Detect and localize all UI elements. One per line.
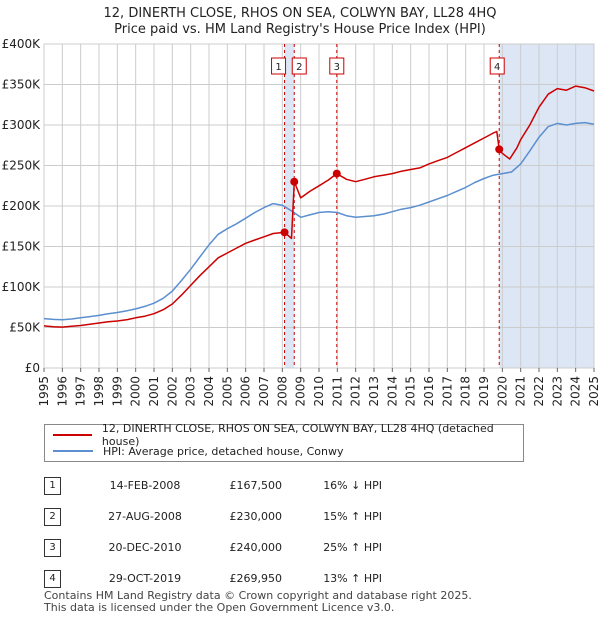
y-tick-label: £400K bbox=[2, 37, 42, 51]
x-tick-label: 2021 bbox=[514, 376, 528, 407]
sale-hpi-diff: 16% ↓ HPI bbox=[323, 479, 382, 492]
property-price-line bbox=[43, 85, 595, 328]
y-tick-label: £150K bbox=[2, 240, 42, 254]
x-tick-label: 2004 bbox=[202, 376, 216, 407]
sale-point bbox=[290, 177, 299, 186]
x-tick-label: 2011 bbox=[330, 376, 344, 407]
legend-item-hpi: HPI: Average price, detached house, Conw… bbox=[53, 443, 344, 459]
x-tick-label: 2015 bbox=[404, 376, 418, 407]
x-tick-label: 1997 bbox=[74, 376, 88, 407]
y-tick-label: £250K bbox=[2, 159, 42, 173]
sale-point bbox=[332, 169, 341, 178]
sale-price: £240,000 bbox=[229, 541, 283, 554]
x-tick-label: 2010 bbox=[312, 376, 326, 407]
sale-hpi-diff: 25% ↑ HPI bbox=[323, 541, 382, 554]
sale-date: 29-OCT-2019 bbox=[108, 572, 182, 585]
hpi-line bbox=[43, 121, 595, 321]
y-tick-label: £50K bbox=[9, 321, 41, 335]
sale-number-label: 1 bbox=[275, 62, 281, 73]
x-tick-label: 2003 bbox=[184, 376, 198, 407]
x-tick-label: 2002 bbox=[165, 376, 179, 407]
footer-copyright: Contains HM Land Registry data © Crown c… bbox=[44, 589, 472, 602]
x-tick-label: 1999 bbox=[110, 376, 124, 407]
sale-number-badge: 3 bbox=[44, 538, 61, 557]
table-row: 1 14-FEB-2008 £167,500 16% ↓ HPI bbox=[44, 470, 382, 501]
sale-number-badge: 1 bbox=[44, 476, 61, 495]
y-tick-label: £350K bbox=[2, 78, 42, 92]
x-tick-label: 1998 bbox=[92, 376, 106, 407]
sale-date: 27-AUG-2008 bbox=[108, 510, 182, 523]
sale-price: £269,950 bbox=[229, 572, 283, 585]
sale-number-label: 2 bbox=[296, 62, 302, 73]
x-tick-label: 2014 bbox=[385, 376, 399, 407]
x-tick-label: 2006 bbox=[239, 376, 253, 407]
chart-title: 12, DINERTH CLOSE, RHOS ON SEA, COLWYN B… bbox=[103, 6, 497, 21]
y-tick-label: £0 bbox=[25, 361, 40, 375]
x-tick-label: 2013 bbox=[367, 376, 381, 407]
sale-number-badge: 2 bbox=[44, 507, 61, 526]
sale-number-box bbox=[329, 57, 345, 75]
legend-label-hpi: HPI: Average price, detached house, Conw… bbox=[103, 444, 344, 458]
sale-number-label: 3 bbox=[334, 62, 340, 73]
table-row: 3 20-DEC-2010 £240,000 25% ↑ HPI bbox=[44, 532, 382, 563]
x-tick-label: 1996 bbox=[55, 376, 69, 407]
x-tick-label: 2000 bbox=[129, 376, 143, 407]
chart-subtitle: Price paid vs. HM Land Registry's House … bbox=[114, 22, 486, 37]
price-chart: £0 £50K £100K £150K £200K £250K £300K £350K £400… bbox=[2, 37, 600, 407]
sale-number-box bbox=[489, 57, 505, 75]
sale-number-badge: 4 bbox=[44, 569, 61, 588]
table-row: 2 27-AUG-2008 £230,000 15% ↑ HPI bbox=[44, 501, 382, 532]
footer: Contains HM Land Registry data © Crown c… bbox=[44, 590, 472, 614]
sale-price: £167,500 bbox=[229, 479, 283, 492]
y-tick-label: £200K bbox=[2, 199, 42, 213]
sale-number-box bbox=[271, 57, 287, 75]
sale-price: £230,000 bbox=[229, 510, 283, 523]
sale-number-label: 4 bbox=[494, 62, 500, 73]
x-tick-label: 2016 bbox=[422, 376, 436, 407]
sale-date: 14-FEB-2008 bbox=[109, 479, 181, 492]
x-tick-label: 2020 bbox=[495, 376, 509, 407]
x-tick-label: 2024 bbox=[569, 376, 583, 407]
x-tick-label: 2012 bbox=[349, 376, 363, 407]
x-tick-label: 2001 bbox=[147, 376, 161, 407]
x-tick-label: 2007 bbox=[257, 376, 271, 407]
sale-number-box bbox=[291, 57, 307, 75]
y-tick-label: £100K bbox=[2, 280, 42, 294]
x-tick-label: 2008 bbox=[275, 376, 289, 407]
legend-swatch-hpi bbox=[53, 450, 93, 452]
x-tick-label: 2022 bbox=[532, 376, 546, 407]
legend-item-property: 12, DINERTH CLOSE, RHOS ON SEA, COLWYN B… bbox=[53, 422, 523, 448]
table-row: 4 29-OCT-2019 £269,950 13% ↑ HPI bbox=[44, 563, 382, 594]
y-tick-label: £300K bbox=[2, 118, 42, 132]
sale-point bbox=[280, 228, 289, 237]
sale-point bbox=[495, 145, 504, 154]
footer-licence: This data is licensed under the Open Gov… bbox=[44, 601, 395, 614]
x-tick-label: 2009 bbox=[294, 376, 308, 407]
x-tick-label: 2017 bbox=[440, 376, 454, 407]
legend-swatch-property bbox=[53, 434, 92, 436]
x-tick-label: 2018 bbox=[459, 376, 473, 407]
sales-table: 1 14-FEB-2008 £167,500 16% ↓ HPI 2 27-AU… bbox=[44, 470, 382, 594]
chart-legend: 12, DINERTH CLOSE, RHOS ON SEA, COLWYN B… bbox=[44, 422, 524, 462]
x-tick-label: 2023 bbox=[550, 376, 564, 407]
sale-hpi-diff: 13% ↑ HPI bbox=[323, 572, 382, 585]
x-tick-label: 2019 bbox=[477, 376, 491, 407]
legend-label-property: 12, DINERTH CLOSE, RHOS ON SEA, COLWYN B… bbox=[101, 422, 494, 448]
sale-hpi-diff: 15% ↑ HPI bbox=[323, 510, 382, 523]
sale-date: 20-DEC-2010 bbox=[108, 541, 182, 554]
x-tick-label: 2025 bbox=[587, 376, 600, 407]
x-tick-label: 2005 bbox=[220, 376, 234, 407]
x-tick-label: 1995 bbox=[37, 376, 51, 407]
